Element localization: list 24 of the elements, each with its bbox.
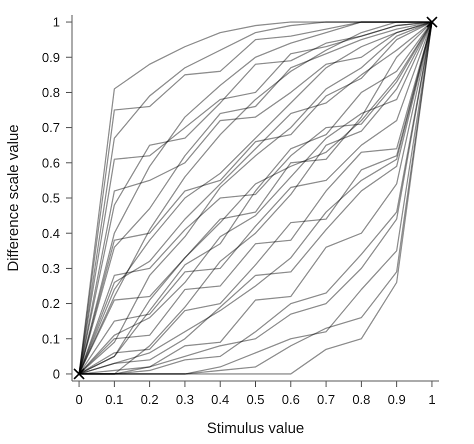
y-tick-label: 0.4 [42, 226, 60, 241]
x-tick-label: 0.8 [352, 392, 370, 408]
y-tick-label: 0.6 [42, 155, 60, 170]
y-tick-label: 1 [52, 14, 60, 30]
x-tick-label: 0.6 [282, 392, 300, 408]
y-tick-label: 0.9 [42, 50, 60, 65]
y-tick-label: 0.8 [42, 85, 60, 100]
y-tick-label: 0.5 [42, 190, 60, 206]
y-tick-label: 0.2 [42, 296, 60, 312]
x-tick-label: 0.1 [105, 392, 124, 408]
x-tick-label: 0.3 [176, 392, 194, 408]
x-tick-label: 0.4 [211, 392, 230, 408]
x-tick-label: 1 [428, 392, 436, 408]
x-tick-label: 0 [75, 392, 83, 408]
y-tick-label: 0.3 [42, 261, 60, 276]
x-tick-label: 0.7 [317, 392, 336, 408]
y-tick-label: 0.1 [42, 331, 60, 346]
x-tick-label: 0.2 [140, 392, 159, 408]
y-tick-label: 0 [52, 366, 60, 382]
x-tick-label: 0.5 [246, 392, 265, 408]
y-axis-title: Difference scale value [5, 124, 23, 272]
y-tick-label: 0.7 [42, 120, 60, 136]
x-tick-label: 0.9 [388, 392, 406, 408]
x-axis-title: Stimulus value [206, 420, 304, 437]
